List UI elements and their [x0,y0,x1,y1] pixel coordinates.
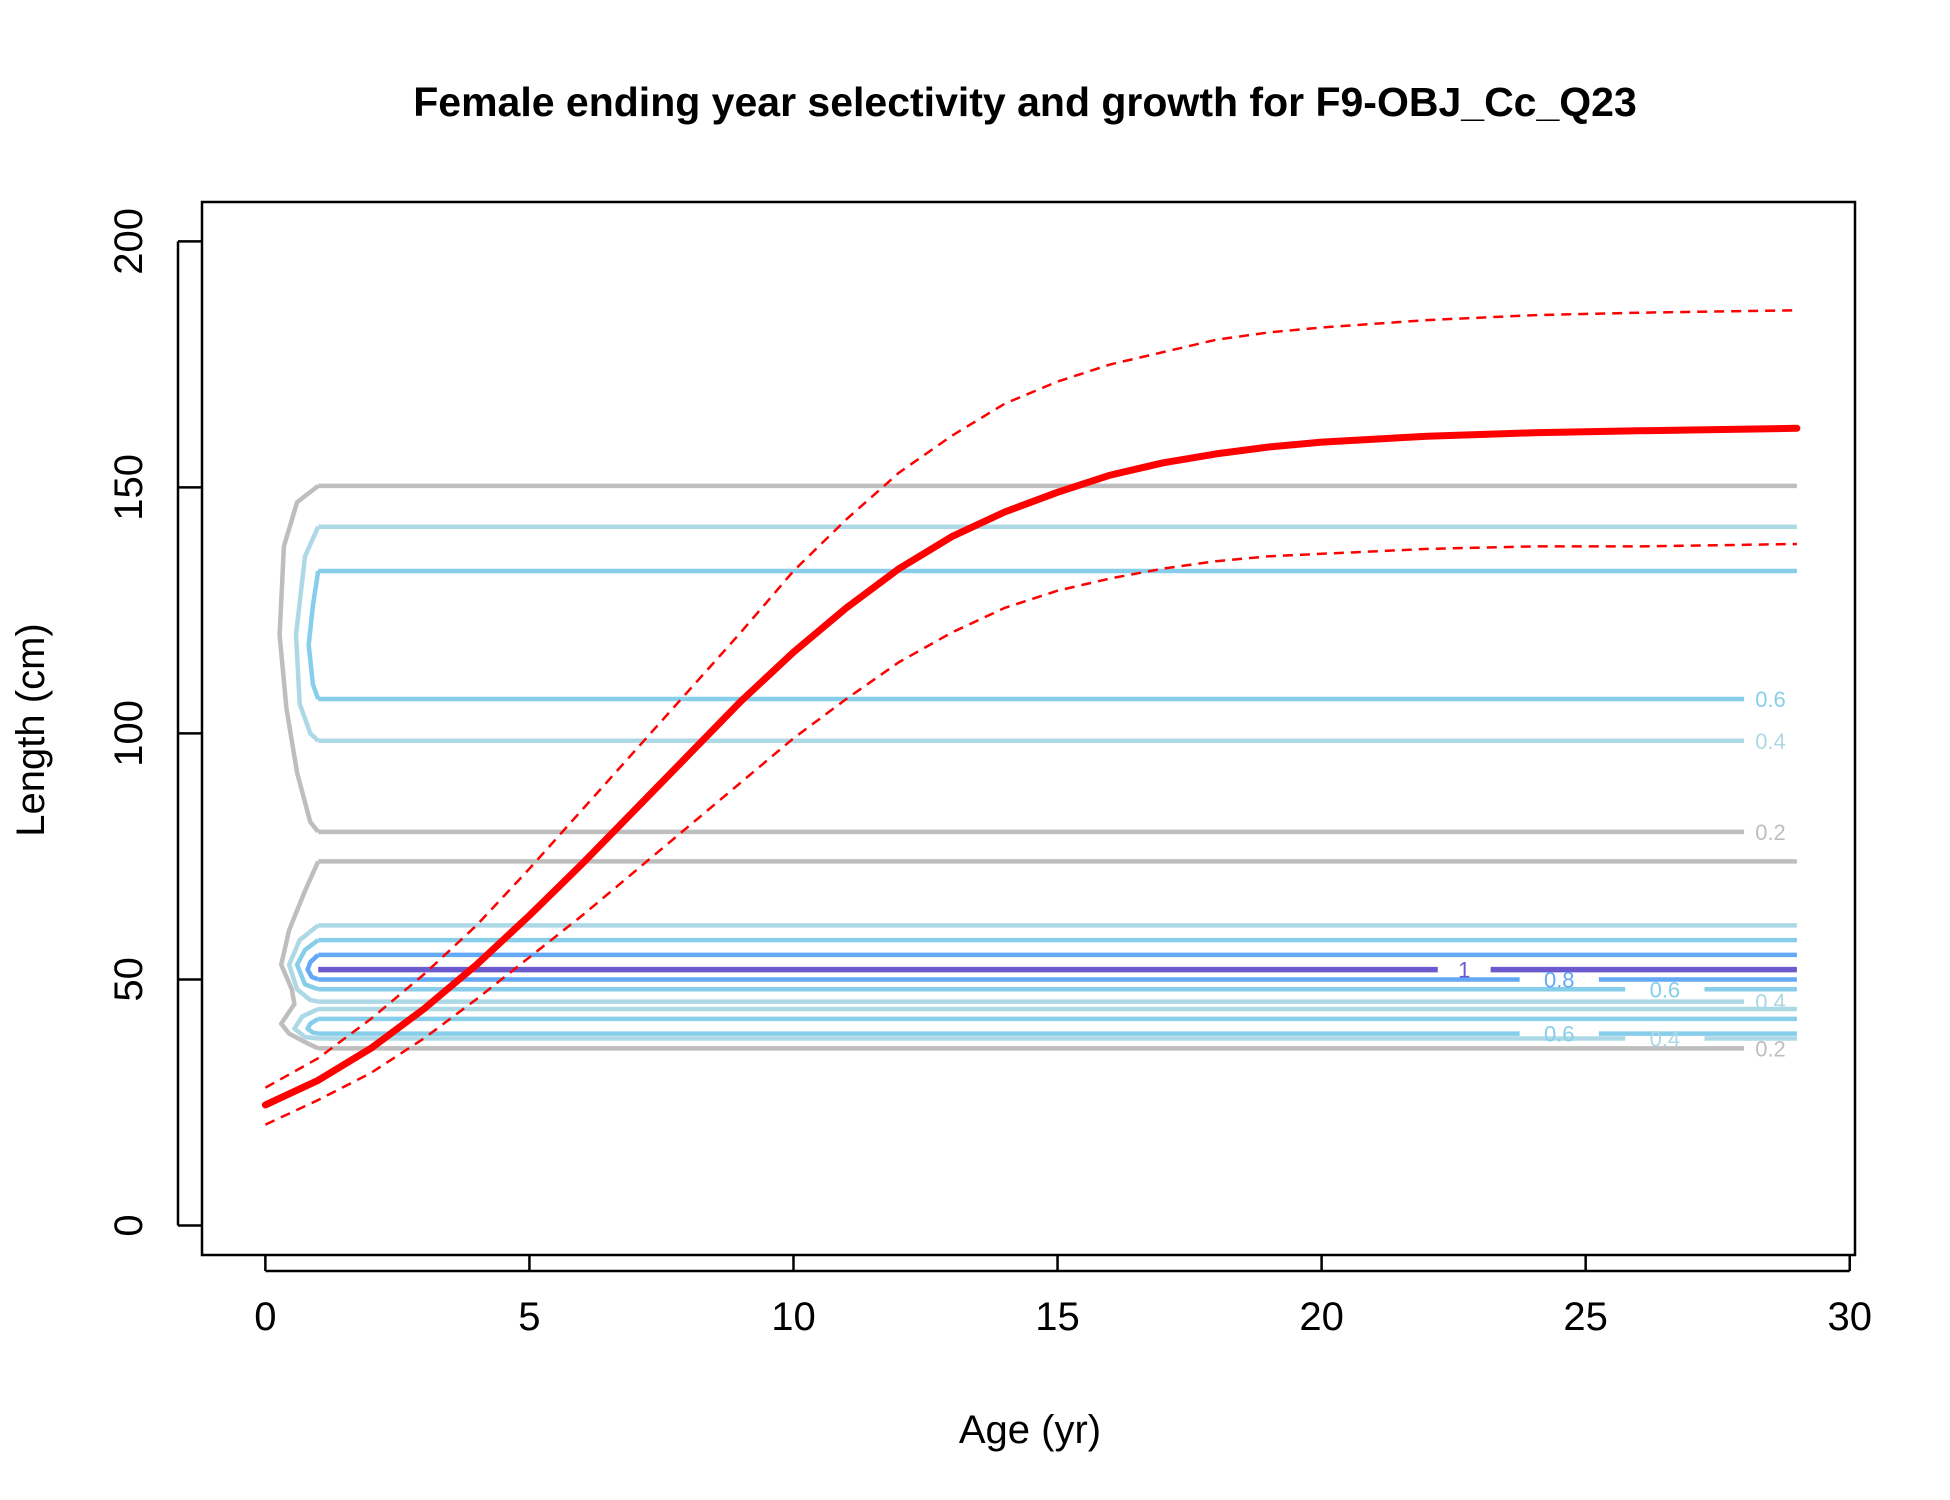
contour-edge-upper-0.4 [293,525,321,743]
growth-lower-ci-line [264,542,1797,1126]
x-tick-label-0: 0 [254,1295,276,1339]
contour-label-0: 0.6 [1755,687,1786,712]
contour-label-4: 0.8 [1544,967,1575,992]
x-tick-label-5: 25 [1563,1295,1608,1339]
contour-label-1: 0.4 [1755,729,1786,754]
growth-upper-ci-line [264,309,1797,1089]
x-tick-label-3: 15 [1035,1295,1080,1339]
contour-edge-lower-0.6a [294,938,320,992]
contour-edge-lower-0.8 [305,953,320,982]
x-tick-label-4: 20 [1299,1295,1344,1339]
x-axis-label: Age (yr) [959,1408,1101,1452]
contour-edge-lower-0.4a [286,923,320,1004]
y-axis-label: Length (cm) [9,623,53,836]
x-tick-label-2: 10 [771,1295,816,1339]
contour-edge-lower-0.2 [278,860,321,1051]
y-tick-label-1: 50 [107,957,151,1002]
x-tick-label-1: 5 [518,1295,540,1339]
contour-edge-lower-0.6b [305,1016,320,1036]
chart-title: Female ending year selectivity and growt… [413,79,1637,125]
contour-label-3: 1 [1458,958,1470,983]
x-tick-label-6: 30 [1827,1295,1872,1339]
y-tick-label-2: 100 [107,700,151,767]
contour-label-7: 0.6 [1544,1022,1575,1047]
contour-label-5: 0.6 [1650,977,1681,1002]
contour-edge-upper-0.6 [306,570,321,700]
contour-edge-upper-0.2 [277,484,320,834]
y-tick-label-0: 0 [107,1214,151,1236]
contour-label-2: 0.2 [1755,820,1786,845]
contour-label-8: 0.4 [1650,1026,1681,1051]
contour-label-6: 0.4 [1755,990,1786,1015]
plot-frame [200,200,1857,1257]
plot-area: 0.6 0.4 0.2 1 0.8 0.6 0.4 0.6 0.4 0.2 0 5 10 15 20 25 30… [107,200,1872,1339]
y-tick-label-4: 200 [107,208,151,275]
growth-mean-line [261,424,1801,1109]
contour-edge-lower-0.4b [292,1006,320,1041]
y-tick-label-3: 150 [107,454,151,521]
contour-label-9: 0.2 [1755,1036,1786,1061]
